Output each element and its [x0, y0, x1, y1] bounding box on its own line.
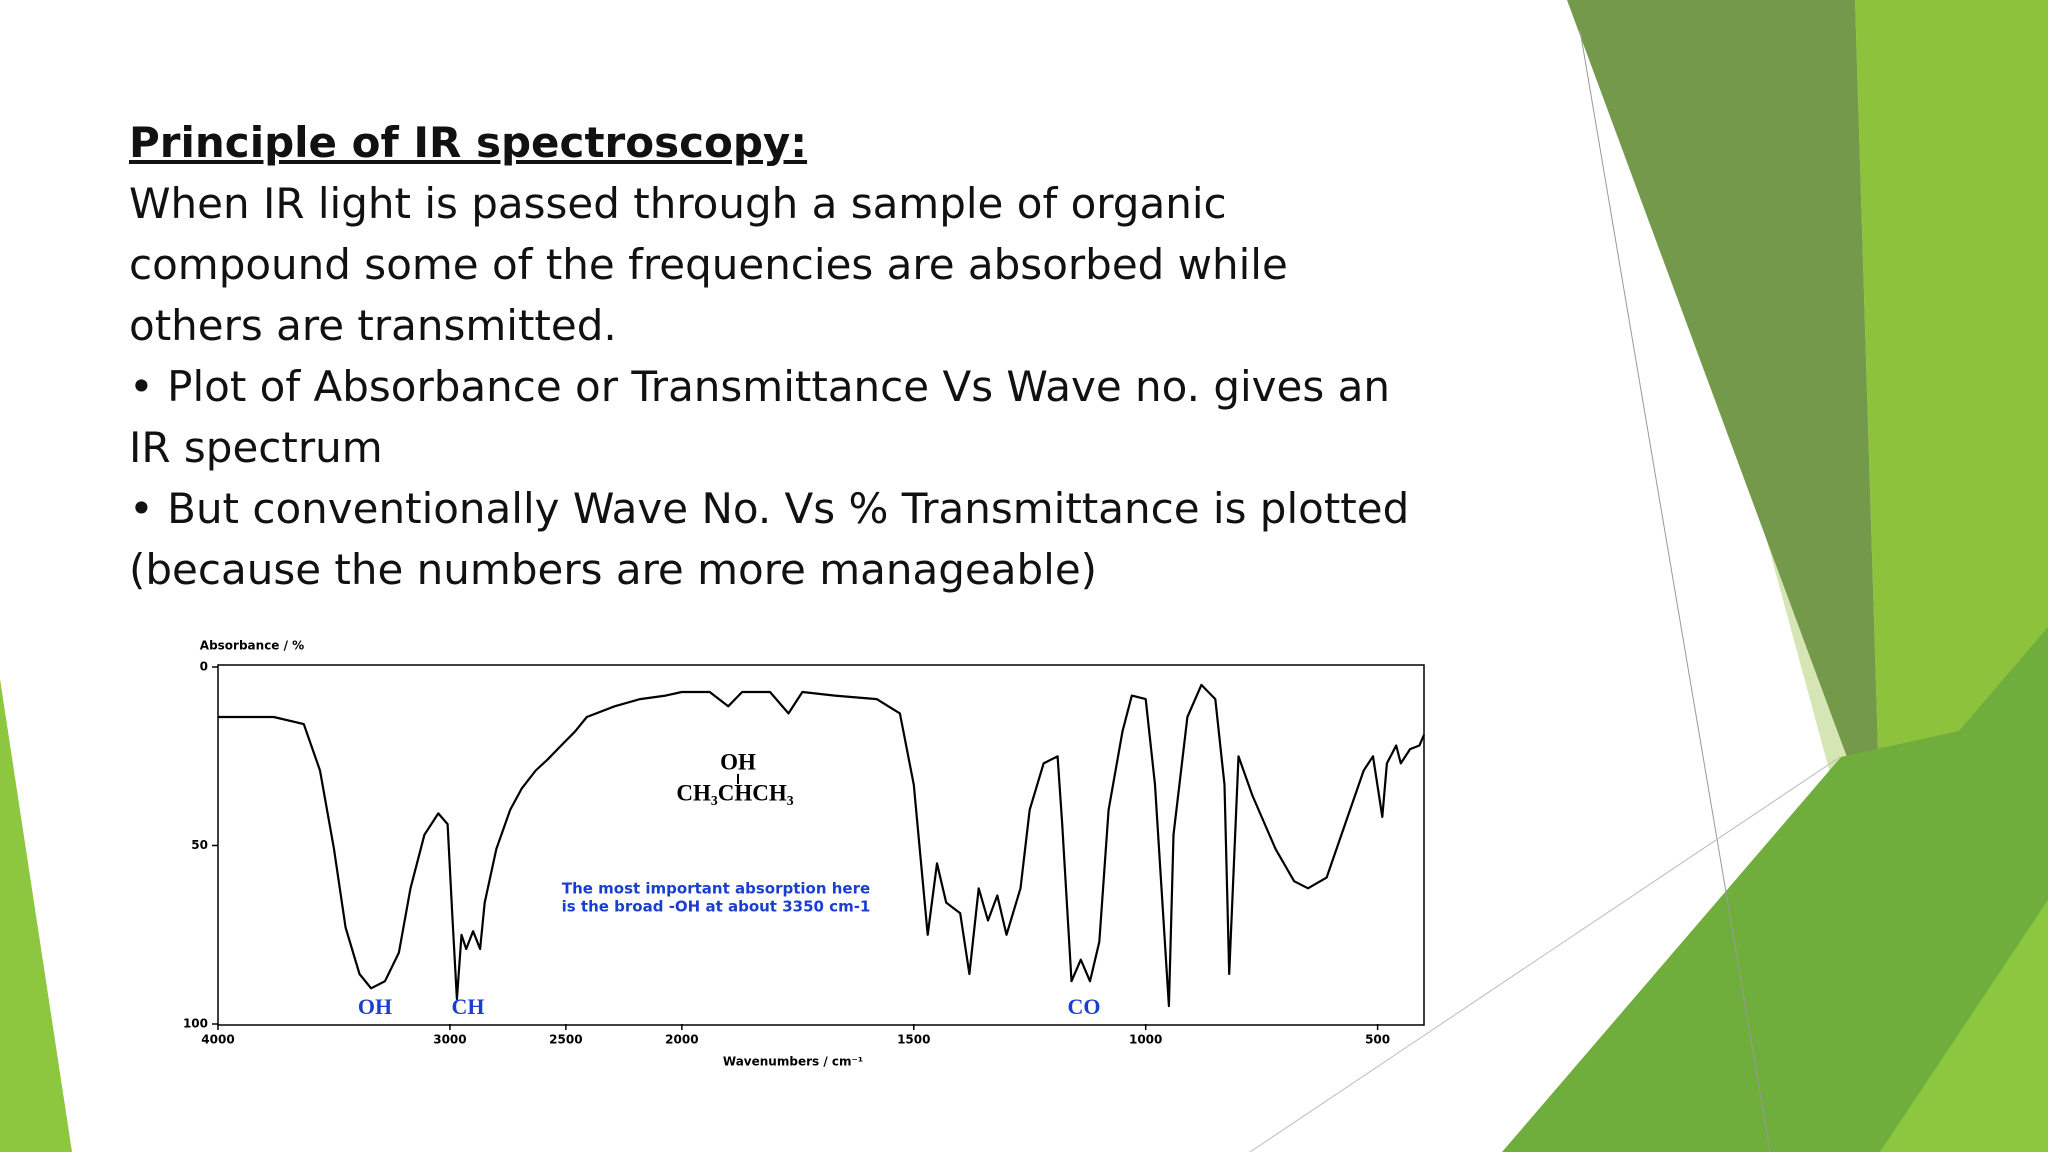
structure: OH [720, 749, 756, 774]
line [1579, 29, 1771, 1152]
x-tick-label: 2000 [665, 1033, 698, 1047]
shape [1880, 900, 2048, 1152]
note: is the broad -OH at about 3350 cm-1 [562, 898, 871, 916]
shape [1855, 0, 2048, 849]
structure: CH₃CHCH₃ [676, 780, 793, 805]
spectrum-line [218, 683, 1426, 1008]
y-tick-label: 100 [183, 1017, 208, 1031]
note: The most important absorption here [562, 880, 870, 898]
text-line: compound some of the frequencies are abs… [129, 240, 1288, 289]
x-tick-label: 4000 [201, 1033, 234, 1047]
x-tick-label: 500 [1365, 1033, 1390, 1047]
y-axis-label: Absorbance / % [200, 639, 304, 653]
text-line: others are transmitted. [129, 301, 617, 350]
text-line: IR spectrum [129, 423, 383, 472]
shape [1567, 0, 1881, 849]
plot-frame [217, 664, 1425, 1026]
peak-label: CH [452, 994, 485, 1019]
text-line: • Plot of Absorbance or Transmittance Vs… [129, 362, 1390, 411]
x-axis-label: Wavenumbers / cm⁻¹ [723, 1055, 863, 1069]
peak-label: CO [1068, 994, 1101, 1019]
x-tick-label: 2500 [549, 1033, 582, 1047]
title: Principle of IR spectroscopy: [129, 118, 808, 167]
x-tick-label: 1500 [897, 1033, 930, 1047]
x-tick-label: 3000 [433, 1033, 466, 1047]
y-tick-label: 0 [200, 660, 208, 674]
x-tick-label: 1000 [1129, 1033, 1162, 1047]
text-block: Principle of IR spectroscopy: When IR li… [129, 112, 1409, 600]
peak-label: OH [358, 994, 392, 1019]
text-line: When IR light is passed through a sample… [129, 179, 1227, 228]
y-tick-label: 50 [191, 838, 208, 852]
shape [1502, 627, 2048, 1152]
shape [0, 679, 72, 1152]
line [1249, 756, 1841, 1152]
text-line: • But conventionally Wave No. Vs % Trans… [129, 484, 1410, 533]
text-line: (because the numbers are more manageable… [129, 545, 1098, 594]
